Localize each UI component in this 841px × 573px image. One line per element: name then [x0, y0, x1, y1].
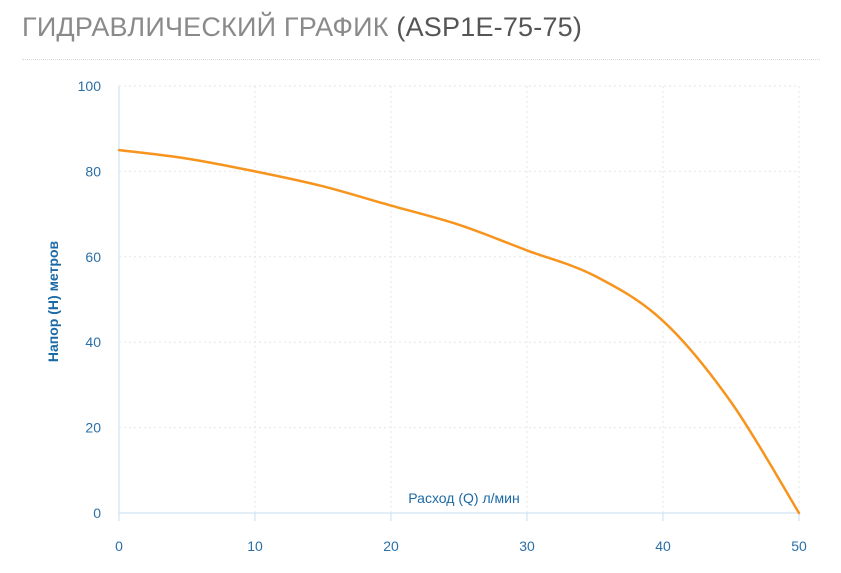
x-tick-label: 0 — [115, 538, 123, 554]
x-tick-label: 20 — [383, 538, 399, 554]
grid-lines — [119, 85, 800, 513]
series-group — [117, 148, 801, 515]
x-axis-title: Расход (Q) л/мин — [408, 490, 519, 506]
title-text: ГИДРАВЛИЧЕСКИЙ ГРАФИК — [22, 12, 389, 42]
x-tick-label: 10 — [247, 538, 263, 554]
series-line — [117, 148, 801, 515]
title-divider — [22, 59, 820, 60]
y-tick-label: 0 — [93, 505, 101, 521]
x-tick-label: 50 — [791, 538, 807, 554]
y-tick-label: 60 — [85, 249, 101, 265]
y-axis-title: Напор (H) метров — [45, 241, 61, 363]
x-tick-label: 40 — [655, 538, 671, 554]
y-tick-label: 100 — [78, 78, 102, 94]
x-tick-labels: 0 10 20 30 40 50 — [115, 538, 807, 554]
page-title: ГИДРАВЛИЧЕСКИЙ ГРАФИК (ASP1E-75-75) — [22, 12, 582, 43]
y-tick-label: 80 — [85, 163, 101, 179]
x-tick-label: 30 — [519, 538, 535, 554]
y-tick-label: 20 — [85, 420, 101, 436]
y-tick-label: 40 — [85, 334, 101, 350]
axes — [118, 86, 800, 521]
y-tick-labels: 0 20 40 60 80 100 — [78, 78, 102, 521]
model-code: (ASP1E-75-75) — [396, 12, 583, 42]
